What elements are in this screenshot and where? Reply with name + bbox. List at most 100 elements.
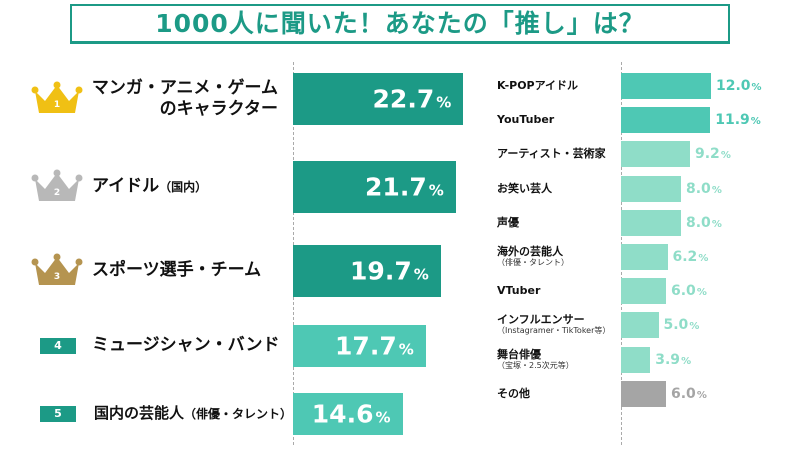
crown-silver-icon: 2: [31, 169, 83, 205]
other-bar-value-6: 6.2%: [673, 244, 733, 270]
top-bar-value-1: 22.7%: [373, 85, 452, 114]
other-label-7: VTuber: [497, 284, 540, 297]
other-bar-value-text-4: 8.0%: [686, 181, 722, 197]
other-bar-value-text-6: 6.2%: [673, 249, 709, 265]
other-bar-value-text-7: 6.0%: [671, 283, 707, 299]
other-bar-value-10: 6.0%: [671, 381, 731, 407]
other-bar-value-number-1: 12.0: [716, 78, 751, 94]
crown-rank-number-2: 2: [53, 188, 61, 198]
top-bar-value-number-5: 14.6: [311, 399, 374, 429]
other-bar-4: [621, 176, 681, 202]
other-bar-2: [621, 107, 711, 133]
other-bar-value-unit-7: %: [696, 287, 707, 298]
other-label-8: インフルエンサー （Instagramer・TikToker等）: [497, 313, 610, 336]
other-bar-10: [621, 381, 666, 407]
other-bar-5: [621, 210, 681, 236]
other-label-text-1: K-POPアイドル: [497, 79, 579, 92]
other-bar-value-unit-4: %: [711, 185, 722, 196]
other-bar-value-2: 11.9%: [715, 107, 775, 133]
other-bar-value-5: 8.0%: [686, 210, 746, 236]
top-label-line1-1: マンガ・アニメ・ゲーム: [91, 78, 278, 98]
other-label-sub-8: （Instagramer・TikToker等）: [497, 326, 611, 335]
other-bar-3: [621, 141, 690, 167]
other-bar-value-9: 3.9%: [655, 347, 715, 373]
other-bar-value-number-4: 8.0: [686, 181, 711, 197]
other-label-3: アーティスト・芸術家: [497, 147, 606, 160]
other-label-1: K-POPアイドル: [497, 79, 578, 92]
other-bar-value-number-6: 6.2: [672, 249, 698, 265]
other-bar-9: [621, 347, 651, 373]
rank-badge-4: 4: [40, 338, 76, 354]
top-label-sub-2: （国内）: [159, 180, 208, 194]
other-label-text-3: アーティスト・芸術家: [497, 147, 606, 160]
top-bar-value-unit-4: %: [398, 340, 414, 359]
other-bar-value-number-8: 5.0: [663, 317, 689, 333]
other-label-text-9: 舞台俳優: [497, 348, 541, 361]
other-label-sub-6: （俳優・タレント）: [497, 258, 569, 267]
top-label-text-3: スポーツ選手・チーム: [92, 260, 262, 280]
top-label-5: 国内の芸能人（俳優・タレント）: [94, 403, 292, 425]
top-bar-value-number-1: 22.7: [372, 84, 435, 114]
other-bar-value-unit-5: %: [711, 219, 722, 230]
other-bar-value-text-5: 8.0%: [686, 215, 722, 231]
other-bar-value-number-10: 6.0: [671, 386, 696, 402]
rank-badge-5: 5: [40, 406, 76, 422]
other-bar-value-text-1: 12.0%: [716, 78, 762, 94]
top-label-text-4: ミュージシャン・バンド: [92, 335, 280, 355]
other-label-sub-9: （宝塚・2.5次元等）: [497, 361, 574, 370]
other-bar-7: [621, 278, 666, 304]
other-bar-value-number-7: 6.0: [671, 283, 696, 299]
other-label-text-10: その他: [497, 387, 530, 400]
top-label-1: マンガ・アニメ・ゲーム のキャラクター: [88, 78, 278, 120]
other-bar-value-text-9: 3.9%: [655, 352, 691, 368]
other-label-text-5: 声優: [497, 216, 519, 229]
other-bar-8: [621, 312, 659, 338]
other-bar-value-text-10: 6.0%: [671, 386, 707, 402]
top-bar-value-5: 14.6%: [312, 400, 391, 429]
crown-gold-icon: 1: [31, 81, 83, 117]
other-bar-value-unit-3: %: [720, 150, 731, 161]
top-label-3: スポーツ選手・チーム: [92, 260, 261, 281]
other-label-5: 声優: [497, 216, 519, 229]
other-label-text-6: 海外の芸能人: [497, 245, 563, 258]
page-title: 1000人に聞いた！あなたの「推し」は？: [70, 4, 730, 44]
other-bar-value-unit-10: %: [696, 390, 707, 401]
top-bar-value-number-2: 21.7: [365, 172, 427, 202]
other-bar-value-number-2: 11.9: [715, 112, 750, 128]
other-label-text-4: お笑い芸人: [497, 182, 552, 195]
other-bar-value-unit-2: %: [750, 116, 761, 127]
top-bar-value-unit-1: %: [436, 93, 452, 112]
top-bar-3: 19.7%: [293, 245, 441, 297]
top-label-text-5: 国内の芸能人: [94, 404, 185, 422]
top-bar-1: 22.7%: [293, 73, 464, 125]
other-bar-value-1: 12.0%: [716, 73, 776, 99]
other-label-10: その他: [497, 387, 530, 400]
top-bar-value-3: 19.7%: [350, 257, 429, 286]
top-bar-value-number-4: 17.7: [335, 331, 397, 361]
other-bar-value-8: 5.0%: [664, 312, 724, 338]
top-bar-5: 14.6%: [293, 393, 403, 435]
other-label-9: 舞台俳優 （宝塚・2.5次元等）: [497, 348, 574, 371]
top-bar-value-2: 21.7%: [365, 173, 444, 202]
other-label-text-2: YouTuber: [497, 113, 555, 126]
top-bar-value-4: 17.7%: [335, 332, 414, 361]
other-label-text-8: インフルエンサー: [497, 313, 585, 326]
other-bar-6: [621, 244, 668, 270]
other-bar-value-text-8: 5.0%: [664, 317, 700, 333]
other-label-6: 海外の芸能人 （俳優・タレント）: [497, 245, 569, 268]
other-bar-value-3: 9.2%: [695, 141, 755, 167]
top-label-line2-1: のキャラクター: [159, 99, 278, 119]
crown-rank-number-1: 1: [53, 100, 61, 110]
other-bar-value-4: 8.0%: [686, 176, 746, 202]
other-label-text-7: VTuber: [497, 284, 541, 297]
other-bar-1: [621, 73, 711, 99]
top-bar-4: 17.7%: [293, 325, 426, 367]
other-bar-value-7: 6.0%: [671, 278, 731, 304]
top-bar-value-number-3: 19.7: [350, 256, 412, 286]
top-label-text-2: アイドル: [92, 176, 160, 196]
top-bar-value-unit-2: %: [428, 181, 444, 200]
other-bar-value-unit-8: %: [689, 321, 700, 332]
other-bar-value-unit-6: %: [698, 253, 709, 264]
other-bar-value-text-2: 11.9%: [715, 112, 761, 128]
